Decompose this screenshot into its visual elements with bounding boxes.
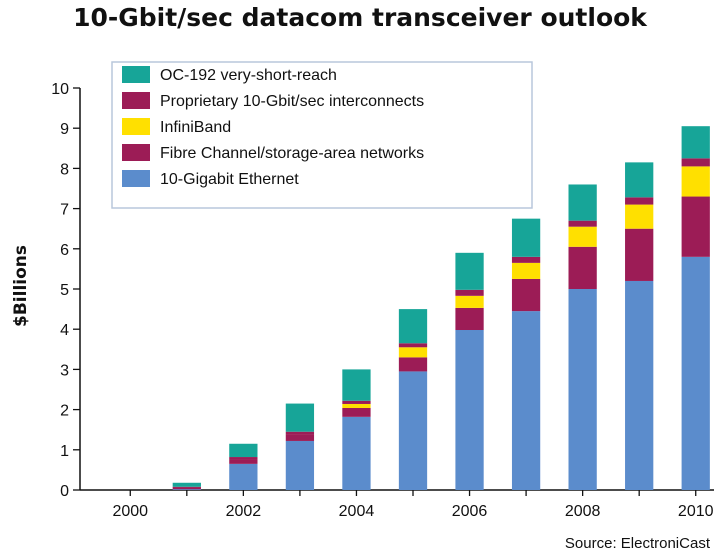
bar-segment (285, 434, 315, 441)
legend-swatch (122, 170, 150, 187)
legend-swatch (122, 144, 150, 161)
legend-swatch (122, 66, 150, 83)
y-tick-label: 4 (60, 322, 69, 339)
bar-segment (342, 400, 371, 404)
bar-segment (681, 126, 710, 159)
bar-stack-2006 (455, 252, 484, 490)
bar-segment (511, 278, 541, 312)
legend-label: 10-Gigabit Ethernet (160, 171, 299, 188)
y-tick-label: 1 (60, 443, 69, 460)
bar-segment (625, 228, 654, 281)
y-tick-label: 6 (60, 242, 69, 259)
bar-segment (342, 403, 371, 408)
bar-stack-2007 (511, 218, 541, 490)
bar-segment (681, 256, 710, 490)
bar-segment (625, 204, 654, 229)
bar-segment (455, 252, 484, 290)
bar-segment (172, 482, 201, 487)
y-tick-label: 0 (60, 483, 69, 500)
bar-segment (172, 487, 201, 490)
bar-stack-2003 (285, 403, 315, 490)
bar-segment (625, 197, 654, 205)
bar-segment (172, 486, 201, 488)
bar-segment (285, 431, 315, 435)
x-tick-label: 2008 (565, 503, 601, 520)
bar-segment (285, 440, 315, 490)
y-tick-label: 2 (60, 403, 69, 420)
y-tick-label: 7 (60, 202, 69, 219)
y-tick-label: 10 (51, 81, 69, 98)
bar-segment (398, 309, 428, 344)
bar-segment (229, 443, 258, 458)
bar-segment (455, 289, 484, 296)
x-tick-label: 2002 (226, 503, 262, 520)
bar-segment (229, 463, 258, 490)
bar-stack-2002 (229, 443, 258, 490)
y-tick-label: 8 (60, 161, 69, 178)
bar-segment (229, 457, 258, 460)
bar-segment (681, 166, 710, 197)
x-tick-label: 2006 (452, 503, 488, 520)
bar-segment (342, 369, 371, 401)
chart-title: 10-Gbit/sec datacom transceiver outlook (73, 3, 648, 32)
source-note: Source: ElectroniCast (565, 535, 711, 552)
bar-segment (625, 162, 654, 198)
legend-label: Proprietary 10-Gbit/sec interconnects (160, 93, 424, 110)
bar-segment (172, 489, 201, 490)
bar-segment (568, 246, 597, 289)
bar-segment (568, 289, 597, 490)
y-tick-label: 5 (60, 282, 69, 299)
bar-segment (342, 416, 371, 490)
bar-segment (511, 311, 541, 490)
bar-stack-2001 (172, 482, 201, 490)
bar-segment (398, 357, 428, 372)
legend-swatch (122, 118, 150, 135)
bar-stack-2010 (681, 126, 710, 490)
legend: OC-192 very-short-reach Proprietary 10-Gb… (111, 61, 533, 209)
bar-segment (568, 220, 597, 227)
bar-segment (285, 403, 315, 432)
legend-label: InfiniBand (160, 119, 231, 136)
bar-segment (511, 218, 541, 257)
bar-stack-2008 (568, 184, 597, 490)
y-axis-label: $Billions (11, 245, 31, 327)
plot-area: 0 1 2 3 4 5 6 7 8 9 10 2000 2002 2004 2006 2008 2010 (51, 81, 714, 520)
bar-segment (568, 226, 597, 247)
bar-stack-2009 (625, 162, 654, 490)
legend-swatch (122, 92, 150, 109)
legend-label: OC-192 very-short-reach (160, 67, 337, 84)
legend-label: Fibre Channel/storage-area networks (160, 145, 424, 162)
bar-segment (455, 330, 484, 490)
bar-segment (511, 256, 541, 263)
x-tick-label: 2000 (112, 503, 148, 520)
bar-segment (625, 280, 654, 490)
bar-stack-2004 (342, 369, 371, 490)
bar-segment (229, 459, 258, 464)
legend-box (111, 61, 533, 209)
bar-segment (455, 295, 484, 308)
bar-segment (398, 343, 428, 348)
y-tick-label: 3 (60, 362, 69, 379)
bar-segment (455, 307, 484, 331)
bar-segment (681, 158, 710, 167)
x-tick-label: 2004 (339, 503, 375, 520)
bar-stack-2005 (398, 309, 428, 490)
bar-segment (681, 196, 710, 257)
y-tick-label: 9 (60, 121, 69, 138)
bar-segment (398, 371, 428, 490)
bar-segment (511, 262, 541, 279)
bar-segment (568, 184, 597, 221)
bar-segment (398, 347, 428, 358)
bar-segment (342, 407, 371, 417)
x-tick-label: 2010 (678, 503, 714, 520)
